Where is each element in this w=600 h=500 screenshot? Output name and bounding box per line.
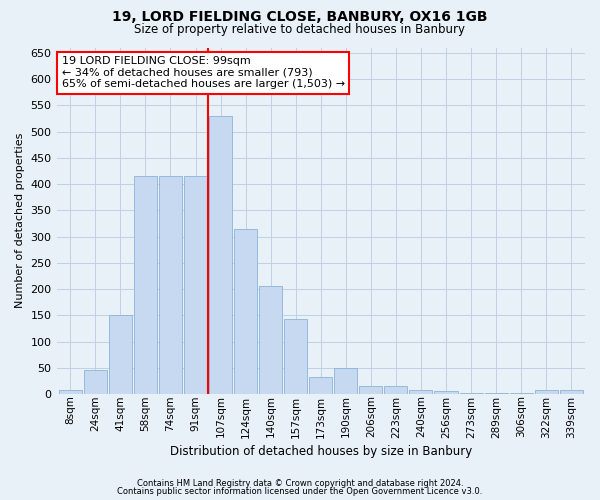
Bar: [159, 176, 182, 394]
Text: Contains HM Land Registry data © Crown copyright and database right 2024.: Contains HM Land Registry data © Crown c…: [137, 478, 463, 488]
Text: 19, LORD FIELDING CLOSE, BANBURY, OX16 1GB: 19, LORD FIELDING CLOSE, BANBURY, OX16 1…: [112, 10, 488, 24]
Bar: [385, 386, 407, 394]
Bar: [59, 390, 82, 394]
Bar: [509, 393, 533, 394]
Bar: [109, 316, 132, 394]
Text: Size of property relative to detached houses in Banbury: Size of property relative to detached ho…: [134, 22, 466, 36]
Bar: [184, 176, 207, 394]
Bar: [209, 116, 232, 394]
X-axis label: Distribution of detached houses by size in Banbury: Distribution of detached houses by size …: [170, 444, 472, 458]
Bar: [359, 386, 382, 394]
Text: Contains public sector information licensed under the Open Government Licence v3: Contains public sector information licen…: [118, 487, 482, 496]
Y-axis label: Number of detached properties: Number of detached properties: [15, 133, 25, 308]
Bar: [485, 393, 508, 394]
Bar: [259, 286, 282, 394]
Bar: [409, 390, 433, 394]
Bar: [84, 370, 107, 394]
Bar: [434, 392, 458, 394]
Bar: [460, 393, 482, 394]
Bar: [309, 377, 332, 394]
Bar: [284, 319, 307, 394]
Bar: [334, 368, 358, 394]
Bar: [535, 390, 558, 394]
Bar: [560, 390, 583, 394]
Text: 19 LORD FIELDING CLOSE: 99sqm
← 34% of detached houses are smaller (793)
65% of : 19 LORD FIELDING CLOSE: 99sqm ← 34% of d…: [62, 56, 345, 90]
Bar: [134, 176, 157, 394]
Bar: [234, 228, 257, 394]
